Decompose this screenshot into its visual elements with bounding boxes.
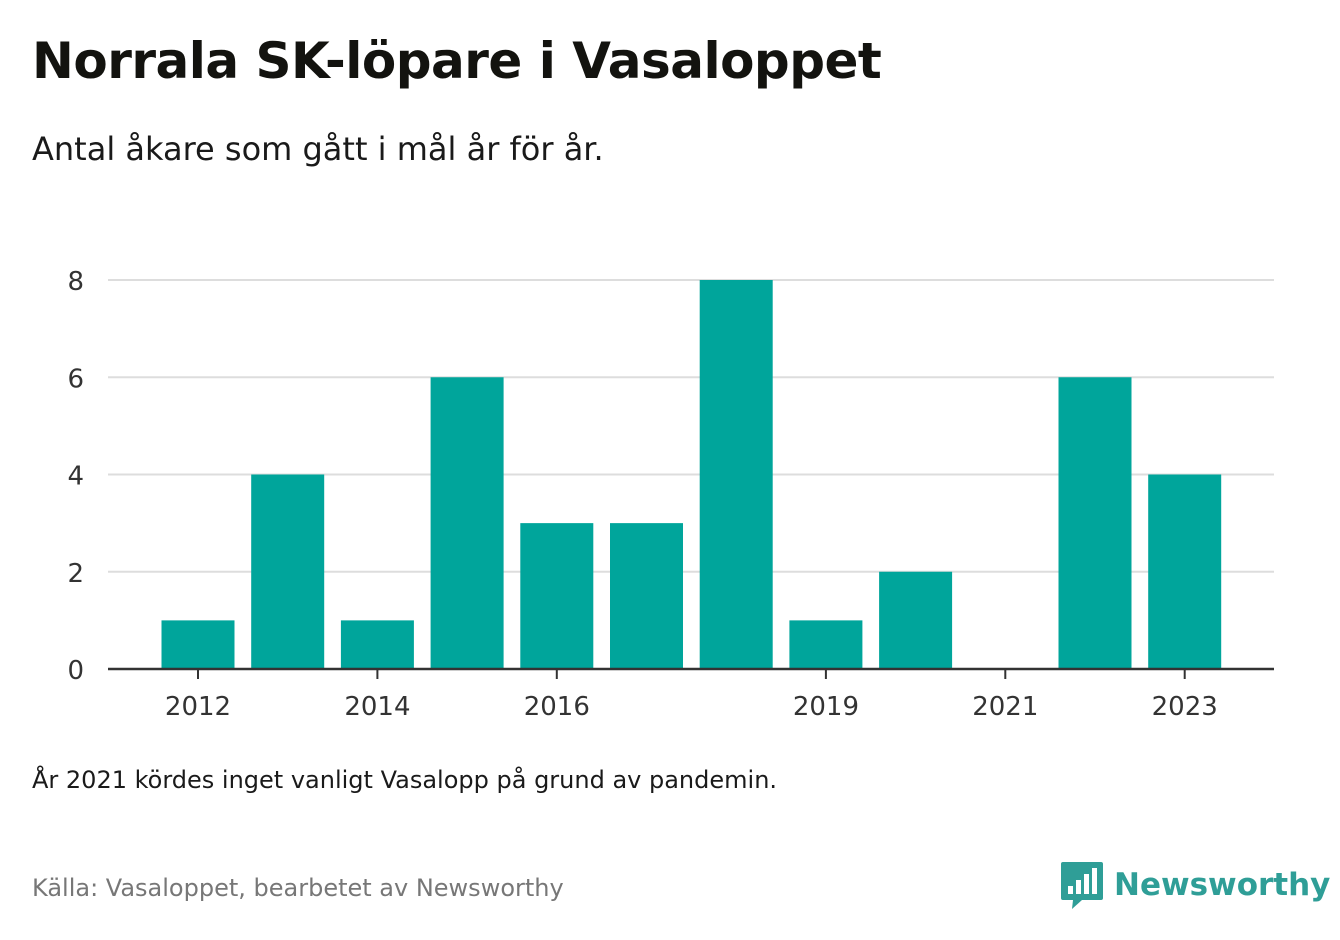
bar-chart-speech-bubble-icon	[1061, 862, 1103, 909]
bar-2023	[1148, 474, 1222, 669]
bar-2016	[520, 523, 594, 669]
x-tick-label: 2014	[344, 692, 410, 722]
y-tick-label: 0	[67, 656, 84, 686]
chart-title: Norrala SK-löpare i Vasaloppet	[32, 32, 882, 90]
bar-2013	[251, 474, 325, 669]
brand-logo: Newsworthy	[1060, 860, 1330, 910]
brand-name: Newsworthy	[1114, 867, 1331, 903]
y-tick-label: 4	[67, 462, 84, 492]
x-tick-label: 2021	[972, 692, 1038, 722]
chart-subtitle: Antal åkare som gått i mål år för år.	[32, 130, 604, 168]
x-tick-label: 2023	[1152, 692, 1218, 722]
source-text: Källa: Vasaloppet, bearbetet av Newswort…	[32, 874, 564, 902]
x-tick-label: 2019	[793, 692, 859, 722]
bar-2019	[789, 620, 863, 669]
y-tick-label: 6	[67, 364, 84, 394]
y-tick-label: 8	[67, 267, 84, 297]
y-tick-label: 2	[67, 559, 84, 589]
bar-2020	[879, 571, 953, 669]
x-tick-label: 2016	[524, 692, 590, 722]
bar-2014	[340, 620, 414, 669]
bars	[161, 280, 1222, 669]
bar-chart: 0 2 4 6 8 2012 2014 2016 2019 2021 2023	[67, 267, 1274, 722]
axes	[108, 667, 1274, 679]
bar-2015	[430, 377, 504, 669]
bar-2022	[1058, 377, 1132, 669]
tick-labels: 0 2 4 6 8 2012 2014 2016 2019 2021 2023	[67, 267, 1217, 722]
chart-note: År 2021 kördes inget vanligt Vasalopp på…	[32, 766, 778, 794]
bar-2012	[161, 620, 235, 669]
bar-2018	[699, 280, 773, 669]
bar-2017	[610, 523, 683, 669]
x-tick-label: 2012	[165, 692, 231, 722]
